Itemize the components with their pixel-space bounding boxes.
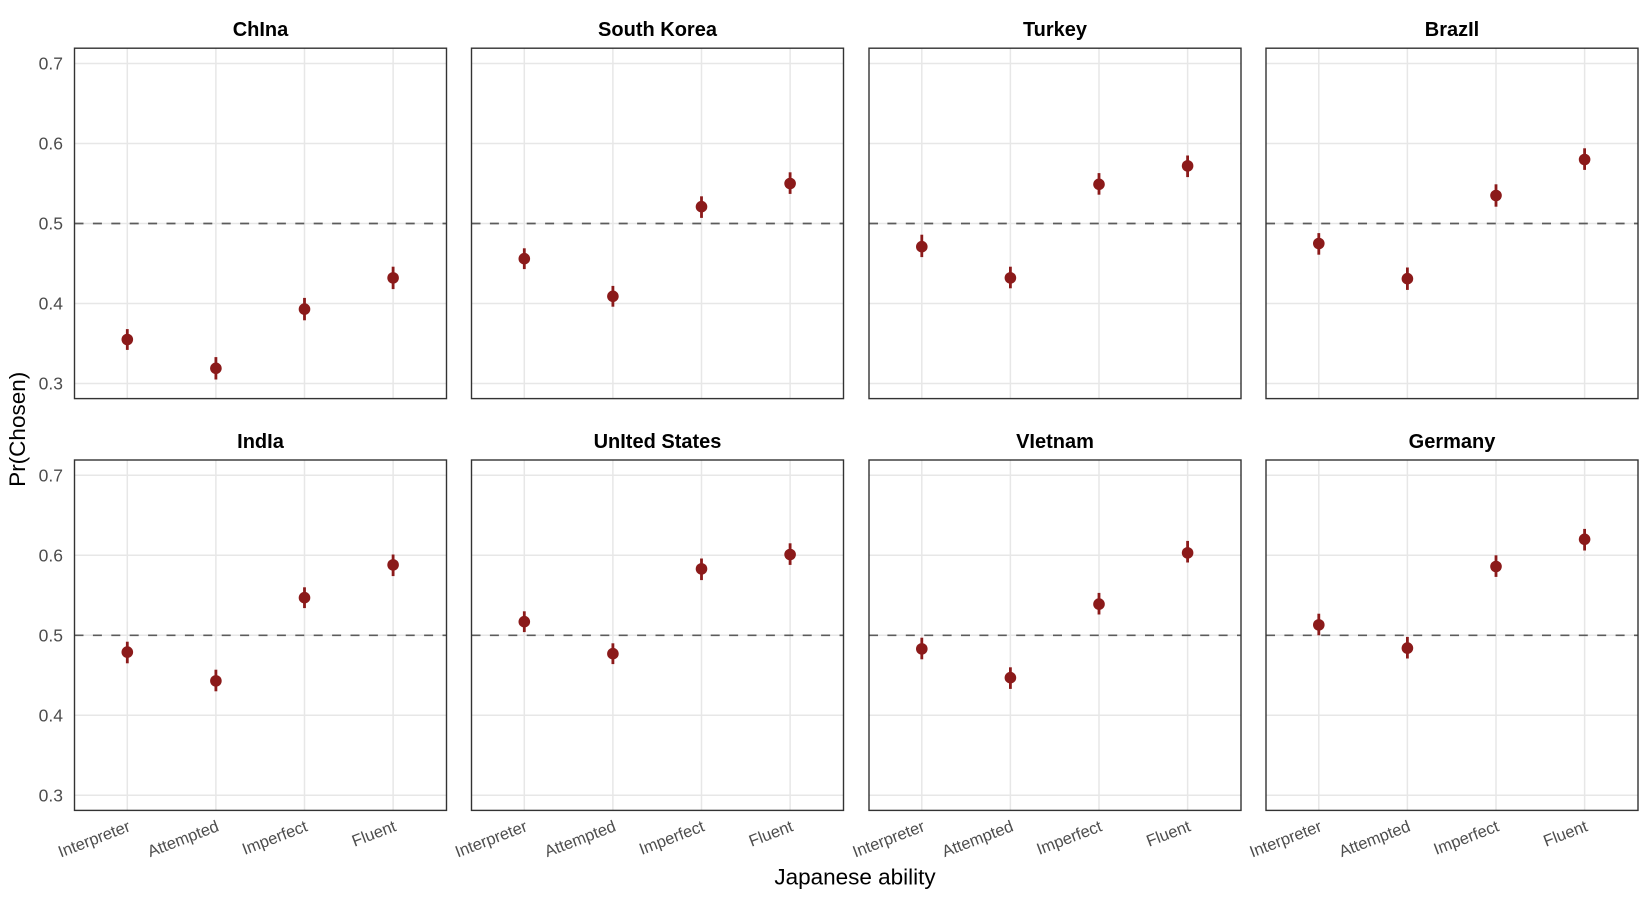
svg-text:0.7: 0.7 <box>39 466 63 486</box>
svg-text:Pr(Chosen): Pr(Chosen) <box>5 372 30 487</box>
svg-text:0.3: 0.3 <box>39 374 63 394</box>
svg-text:0.5: 0.5 <box>39 214 63 234</box>
svg-text:Japanese ability: Japanese ability <box>774 865 936 890</box>
svg-text:VIetnam: VIetnam <box>1016 431 1094 453</box>
svg-text:Turkey: Turkey <box>1023 19 1088 41</box>
svg-text:South Korea: South Korea <box>598 19 718 41</box>
svg-text:0.5: 0.5 <box>39 626 63 646</box>
svg-text:IndIa: IndIa <box>237 431 285 453</box>
svg-text:0.6: 0.6 <box>39 134 63 154</box>
svg-text:0.4: 0.4 <box>39 706 64 726</box>
svg-text:Germany: Germany <box>1409 431 1497 453</box>
svg-text:UnIted States: UnIted States <box>594 431 722 453</box>
svg-text:0.4: 0.4 <box>39 294 64 314</box>
svg-text:0.6: 0.6 <box>39 546 63 566</box>
svg-text:0.7: 0.7 <box>39 54 63 74</box>
svg-text:ChIna: ChIna <box>233 19 289 41</box>
svg-text:0.3: 0.3 <box>39 786 63 806</box>
svg-text:BrazIl: BrazIl <box>1425 19 1479 41</box>
